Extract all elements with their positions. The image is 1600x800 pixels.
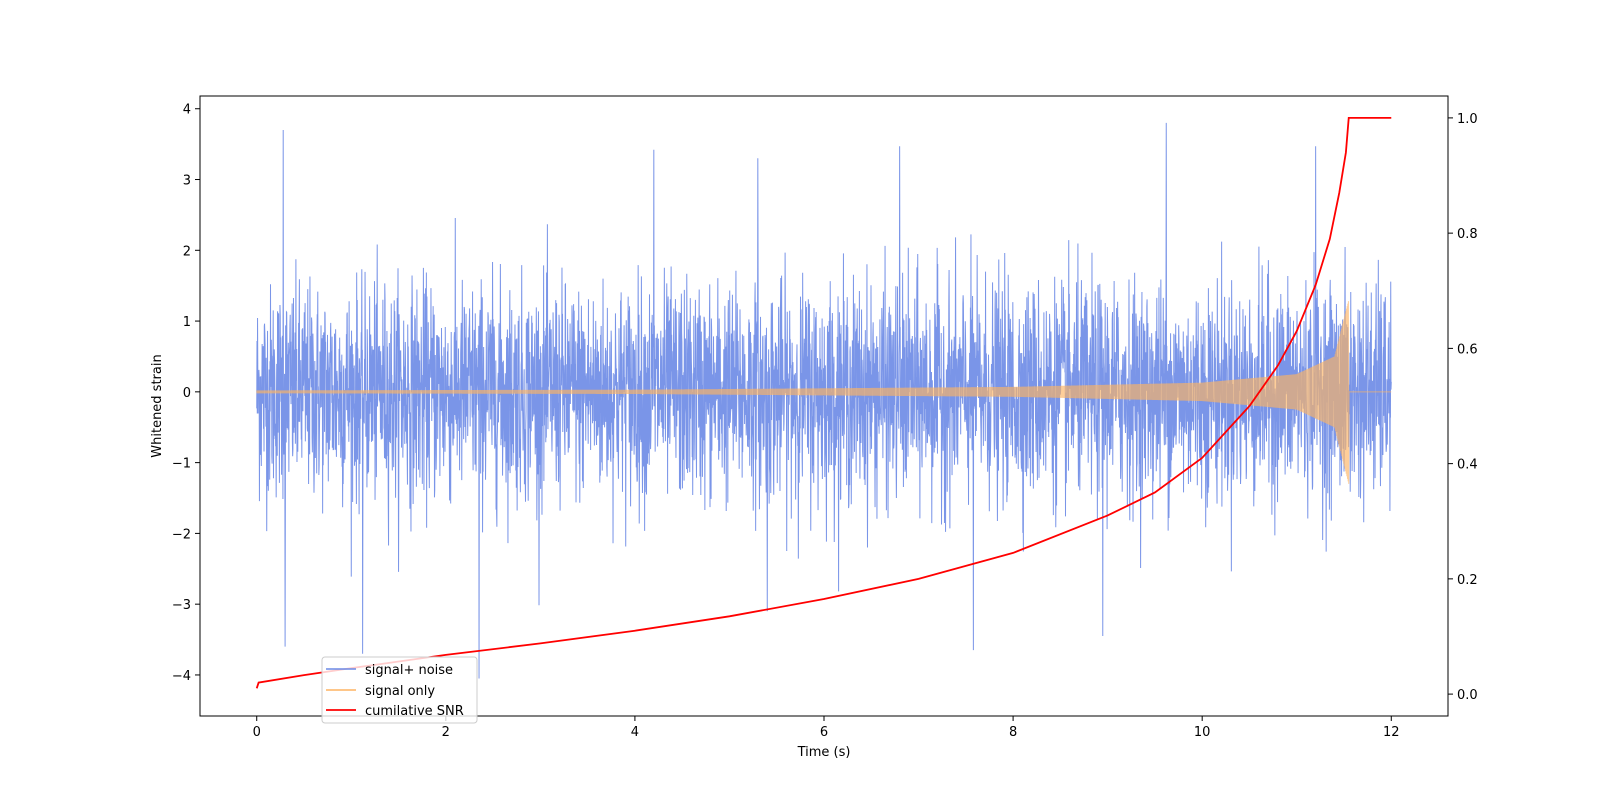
y2-tick-label: 0.6: [1457, 342, 1478, 357]
x-tick-label: 4: [631, 725, 639, 740]
legend-label-cumulative-snr: cumilative SNR: [365, 704, 464, 719]
legend-label-signal-noise: signal+ noise: [365, 663, 453, 678]
y-tick-label: 4: [183, 103, 191, 118]
legend-label-signal-only: signal only: [365, 684, 435, 699]
y-tick-label: 1: [183, 315, 191, 330]
y-axis-right: 1.0 0.8 0.6 0.4 0.2 0.0: [1448, 112, 1478, 703]
series-signal-only: [256, 301, 1392, 484]
x-tick-label: 0: [253, 725, 261, 740]
x-tick-label: 10: [1194, 725, 1211, 740]
x-axis: 0 2 4 6 8 10 12: [253, 716, 1400, 740]
y-tick-label: 2: [183, 244, 191, 259]
y-axis-label: Whitened strain: [150, 354, 165, 457]
x-axis-label: Time (s): [797, 745, 851, 760]
y2-tick-label: 0.4: [1457, 458, 1478, 473]
y-tick-label: 0: [183, 386, 191, 401]
x-tick-label: 8: [1009, 725, 1017, 740]
x-tick-label: 2: [442, 725, 450, 740]
y2-tick-label: 0.2: [1457, 573, 1478, 588]
legend-box: [321, 656, 478, 724]
y-tick-label: 3: [183, 174, 191, 189]
y-tick-label: −1: [172, 457, 191, 472]
y-tick-label: −3: [172, 598, 191, 613]
y-tick-label: −2: [172, 527, 191, 542]
legend: signal+ noise signal only cumilative SNR: [321, 656, 478, 724]
y2-tick-label: 0.0: [1457, 688, 1478, 703]
y2-tick-label: 0.8: [1457, 227, 1478, 242]
y-tick-label: −4: [172, 669, 191, 684]
x-tick-label: 6: [820, 725, 828, 740]
signal-only-line: [256, 301, 1392, 484]
x-tick-label: 12: [1383, 725, 1400, 740]
y-axis-left: 4 3 2 1 0 −1 −2 −3 −4: [172, 103, 200, 684]
y2-tick-label: 1.0: [1457, 112, 1478, 127]
